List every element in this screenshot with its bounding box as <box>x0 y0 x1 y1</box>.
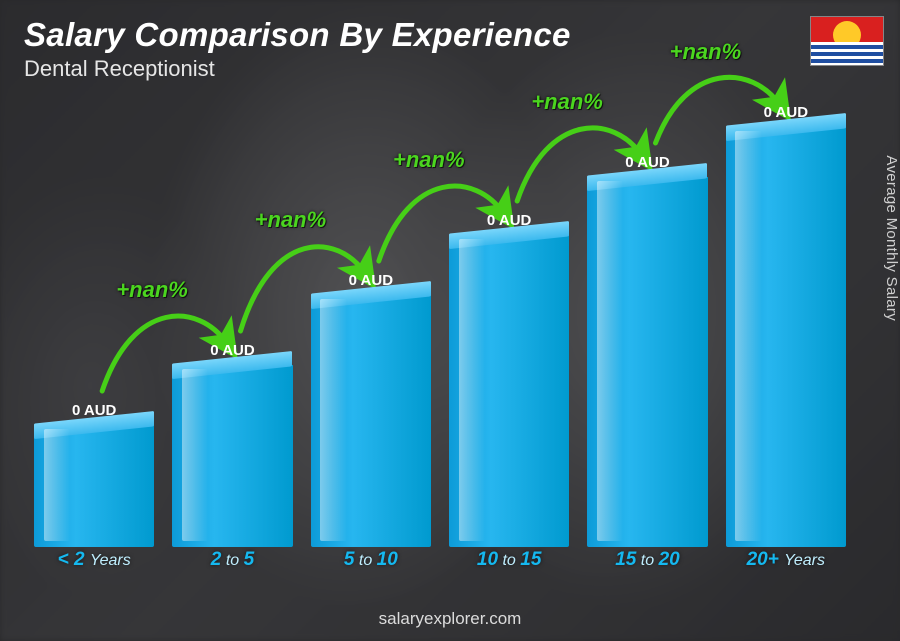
bar-front-face <box>449 235 569 547</box>
flag-waves <box>811 42 883 65</box>
chart-container: Salary Comparison By Experience Dental R… <box>0 0 900 641</box>
flag-icon: 〰 <box>810 16 884 66</box>
flag-top: 〰 <box>811 17 883 42</box>
bar-body <box>34 425 154 547</box>
bars-row: 0 AUD0 AUD0 AUD0 AUD0 AUD0 AUD <box>30 110 850 547</box>
x-axis: < 2 Years 2 to 5 5 to 10 10 to 15 15 to 20 20… <box>30 549 850 571</box>
bar-1: 0 AUD <box>172 342 292 547</box>
bar-front-face <box>34 425 154 547</box>
bar-3: 0 AUD <box>449 212 569 547</box>
pct-label: +nan% <box>255 207 327 233</box>
bar-chart: 0 AUD0 AUD0 AUD0 AUD0 AUD0 AUD < 2 Years… <box>30 110 850 571</box>
bar-body <box>449 235 569 547</box>
bar-2: 0 AUD <box>311 272 431 547</box>
bar-0: 0 AUD <box>34 402 154 547</box>
bar-body <box>172 365 292 547</box>
pct-label: +nan% <box>531 89 603 115</box>
bar-front-face <box>311 295 431 547</box>
bar-4: 0 AUD <box>587 154 707 547</box>
bar-front-face <box>172 365 292 547</box>
bar-body <box>311 295 431 547</box>
bar-front-face <box>726 127 846 547</box>
x-label: 15 to 20 <box>587 549 707 571</box>
x-label: 20+ Years <box>726 549 846 571</box>
x-label: 2 to 5 <box>172 549 292 571</box>
footer-credit: salaryexplorer.com <box>0 609 900 629</box>
x-label: 5 to 10 <box>311 549 431 571</box>
bar-5: 0 AUD <box>726 104 846 547</box>
x-label: 10 to 15 <box>449 549 569 571</box>
pct-label: +nan% <box>393 147 465 173</box>
x-label: < 2 Years <box>34 549 154 571</box>
bar-front-face <box>587 177 707 547</box>
pct-label: +nan% <box>670 39 742 65</box>
y-axis-label: Average Monthly Salary <box>884 155 900 321</box>
page-title: Salary Comparison By Experience <box>24 16 571 54</box>
bar-body <box>726 127 846 547</box>
page-subtitle: Dental Receptionist <box>24 56 215 82</box>
bar-body <box>587 177 707 547</box>
pct-label: +nan% <box>116 277 188 303</box>
